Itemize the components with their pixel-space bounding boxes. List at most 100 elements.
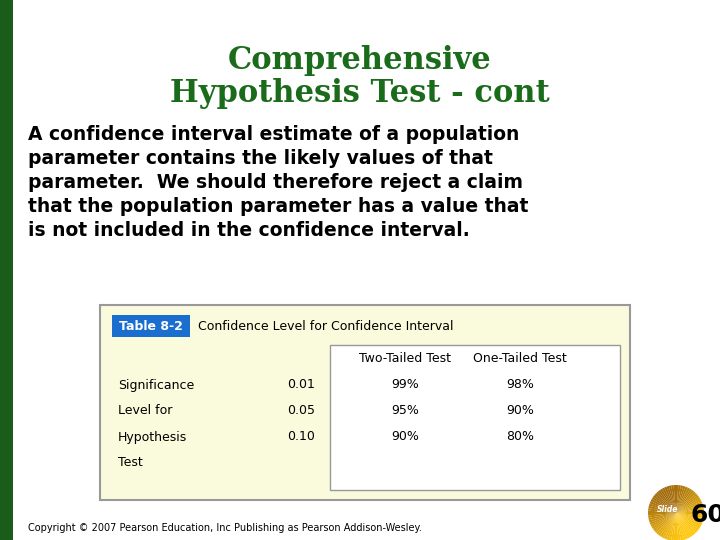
Wedge shape bbox=[651, 499, 676, 513]
Text: 90%: 90% bbox=[506, 404, 534, 417]
Wedge shape bbox=[676, 513, 688, 539]
Wedge shape bbox=[676, 510, 704, 513]
Wedge shape bbox=[676, 513, 701, 527]
Wedge shape bbox=[676, 513, 692, 537]
Wedge shape bbox=[676, 506, 703, 513]
Wedge shape bbox=[649, 501, 676, 513]
Wedge shape bbox=[648, 508, 676, 513]
Wedge shape bbox=[648, 513, 676, 516]
Text: Level for: Level for bbox=[118, 404, 172, 417]
Wedge shape bbox=[676, 513, 694, 536]
Wedge shape bbox=[676, 489, 692, 513]
Wedge shape bbox=[676, 513, 699, 531]
Text: Two-Tailed Test: Two-Tailed Test bbox=[359, 352, 451, 365]
Wedge shape bbox=[667, 513, 676, 540]
Wedge shape bbox=[649, 513, 676, 523]
Wedge shape bbox=[667, 486, 676, 513]
Text: 0.05: 0.05 bbox=[287, 404, 315, 417]
Text: that the population parameter has a value that: that the population parameter has a valu… bbox=[28, 197, 528, 216]
Bar bbox=[100, 305, 630, 500]
Wedge shape bbox=[676, 490, 694, 513]
Wedge shape bbox=[658, 513, 676, 536]
Wedge shape bbox=[654, 513, 676, 533]
Wedge shape bbox=[676, 495, 699, 513]
Wedge shape bbox=[676, 513, 704, 518]
Text: 60: 60 bbox=[690, 503, 720, 527]
Wedge shape bbox=[676, 513, 681, 540]
Text: parameter.  We should therefore reject a claim: parameter. We should therefore reject a … bbox=[28, 173, 523, 192]
Wedge shape bbox=[676, 493, 698, 513]
Wedge shape bbox=[673, 513, 676, 540]
Wedge shape bbox=[649, 503, 676, 513]
Wedge shape bbox=[676, 513, 702, 525]
Wedge shape bbox=[662, 488, 676, 513]
Text: 95%: 95% bbox=[391, 404, 419, 417]
Wedge shape bbox=[676, 513, 704, 516]
Wedge shape bbox=[676, 486, 685, 513]
Wedge shape bbox=[676, 513, 698, 533]
Bar bbox=[112, 315, 190, 337]
Wedge shape bbox=[676, 499, 701, 513]
Wedge shape bbox=[676, 501, 702, 513]
Wedge shape bbox=[653, 495, 676, 513]
Wedge shape bbox=[658, 490, 676, 513]
Text: Confidence Level for Confidence Interval: Confidence Level for Confidence Interval bbox=[198, 320, 454, 333]
Wedge shape bbox=[648, 510, 676, 513]
Text: Table 8-2: Table 8-2 bbox=[119, 320, 183, 333]
Wedge shape bbox=[651, 513, 676, 527]
Text: Test: Test bbox=[118, 456, 143, 469]
Wedge shape bbox=[673, 485, 676, 513]
Wedge shape bbox=[652, 497, 676, 513]
Wedge shape bbox=[676, 491, 696, 513]
Wedge shape bbox=[676, 487, 688, 513]
Wedge shape bbox=[676, 513, 685, 540]
Wedge shape bbox=[664, 513, 676, 539]
Wedge shape bbox=[676, 485, 678, 513]
Wedge shape bbox=[676, 488, 690, 513]
Wedge shape bbox=[676, 513, 690, 538]
Wedge shape bbox=[660, 513, 676, 537]
Bar bbox=[0, 0, 13, 540]
Wedge shape bbox=[676, 497, 701, 513]
Wedge shape bbox=[648, 513, 676, 518]
Wedge shape bbox=[660, 489, 676, 513]
Wedge shape bbox=[676, 513, 696, 535]
Wedge shape bbox=[656, 513, 676, 535]
Wedge shape bbox=[676, 485, 681, 513]
Wedge shape bbox=[676, 513, 683, 540]
Wedge shape bbox=[653, 513, 676, 531]
Text: 0.10: 0.10 bbox=[287, 430, 315, 443]
Wedge shape bbox=[676, 485, 683, 513]
Wedge shape bbox=[654, 493, 676, 513]
Text: Copyright © 2007 Pearson Education, Inc Publishing as Pearson Addison-Wesley.: Copyright © 2007 Pearson Education, Inc … bbox=[28, 523, 422, 533]
Bar bbox=[330, 345, 620, 490]
Wedge shape bbox=[652, 513, 676, 529]
Text: is not included in the confidence interval.: is not included in the confidence interv… bbox=[28, 221, 469, 240]
Wedge shape bbox=[671, 513, 676, 540]
Wedge shape bbox=[669, 485, 676, 513]
Wedge shape bbox=[676, 508, 704, 513]
Wedge shape bbox=[676, 513, 703, 523]
Text: Hypothesis Test - cont: Hypothesis Test - cont bbox=[170, 78, 550, 109]
Wedge shape bbox=[676, 513, 701, 529]
Text: 90%: 90% bbox=[391, 430, 419, 443]
Wedge shape bbox=[662, 513, 676, 538]
Text: 98%: 98% bbox=[506, 379, 534, 392]
Text: Slide: Slide bbox=[657, 505, 679, 515]
Wedge shape bbox=[664, 487, 676, 513]
Text: A confidence interval estimate of a population: A confidence interval estimate of a popu… bbox=[28, 125, 519, 144]
Wedge shape bbox=[669, 513, 676, 540]
Text: One-Tailed Test: One-Tailed Test bbox=[473, 352, 567, 365]
Text: 80%: 80% bbox=[506, 430, 534, 443]
Text: Hypothesis: Hypothesis bbox=[118, 430, 187, 443]
Wedge shape bbox=[649, 513, 676, 525]
Wedge shape bbox=[671, 485, 676, 513]
Wedge shape bbox=[649, 506, 676, 513]
Text: Significance: Significance bbox=[118, 379, 194, 392]
Wedge shape bbox=[676, 513, 703, 520]
Wedge shape bbox=[676, 503, 703, 513]
Wedge shape bbox=[656, 491, 676, 513]
Text: Comprehensive: Comprehensive bbox=[228, 45, 492, 76]
Wedge shape bbox=[649, 513, 676, 520]
Text: parameter contains the likely values of that: parameter contains the likely values of … bbox=[28, 149, 493, 168]
